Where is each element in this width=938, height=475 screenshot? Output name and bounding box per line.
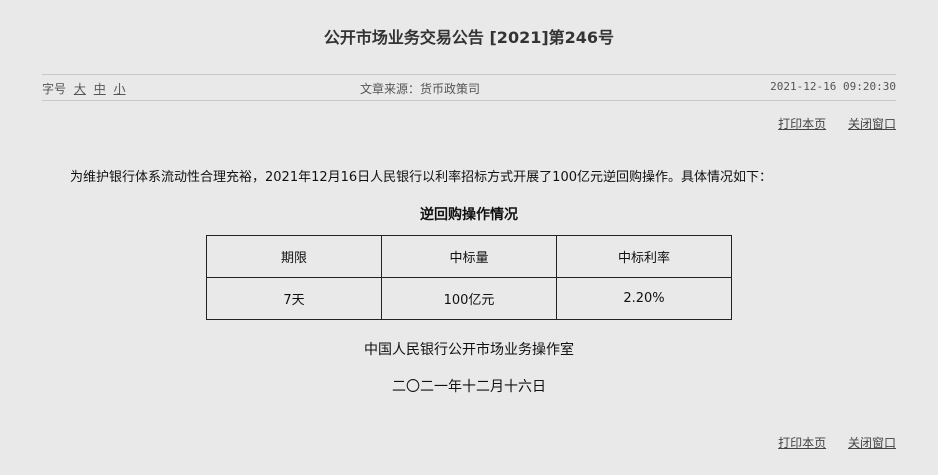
header-rate: 中标利率 xyxy=(556,235,732,278)
article-source: 文章来源：货币政策司 xyxy=(360,82,481,96)
divider xyxy=(42,100,896,101)
intro-paragraph: 为维护银行体系流动性合理充裕，2021年12月16日人民银行以利率招标方式开展了… xyxy=(70,170,772,185)
sign-date: 二〇二一年十二月十六日 xyxy=(392,379,546,395)
top-links: 打印本页 关闭窗口 xyxy=(760,115,896,132)
font-size-label: 字号 xyxy=(42,82,67,96)
operation-table: 期限 中标量 中标利率 7天 100亿元 2.20% xyxy=(206,235,732,320)
page-title: 公开市场业务交易公告 [2021]第246号 xyxy=(323,28,615,47)
table-title: 逆回购操作情况 xyxy=(420,207,518,223)
table-header-row: 期限 中标量 中标利率 xyxy=(206,235,732,278)
font-large-link[interactable]: 大 xyxy=(73,82,86,96)
divider xyxy=(42,74,896,75)
print-link[interactable]: 打印本页 xyxy=(778,436,827,450)
close-window-link[interactable]: 关闭窗口 xyxy=(847,436,896,450)
font-size-controls: 字号 大 中 小 xyxy=(42,80,126,97)
close-window-link[interactable]: 关闭窗口 xyxy=(847,117,896,131)
font-small-link[interactable]: 小 xyxy=(113,82,126,96)
signature: 中国人民银行公开市场业务操作室 xyxy=(364,342,574,358)
cell-amount: 100亿元 xyxy=(381,277,557,320)
table-row: 7天 100亿元 2.20% xyxy=(206,277,732,320)
font-medium-link[interactable]: 中 xyxy=(93,82,106,96)
header-term: 期限 xyxy=(206,235,382,278)
bottom-links: 打印本页 关闭窗口 xyxy=(760,434,896,451)
publish-datetime: 2021-12-16 09:20:30 xyxy=(770,80,896,93)
cell-term: 7天 xyxy=(206,277,382,320)
print-link[interactable]: 打印本页 xyxy=(778,117,827,131)
header-amount: 中标量 xyxy=(381,235,557,278)
cell-rate: 2.20% xyxy=(556,277,732,320)
